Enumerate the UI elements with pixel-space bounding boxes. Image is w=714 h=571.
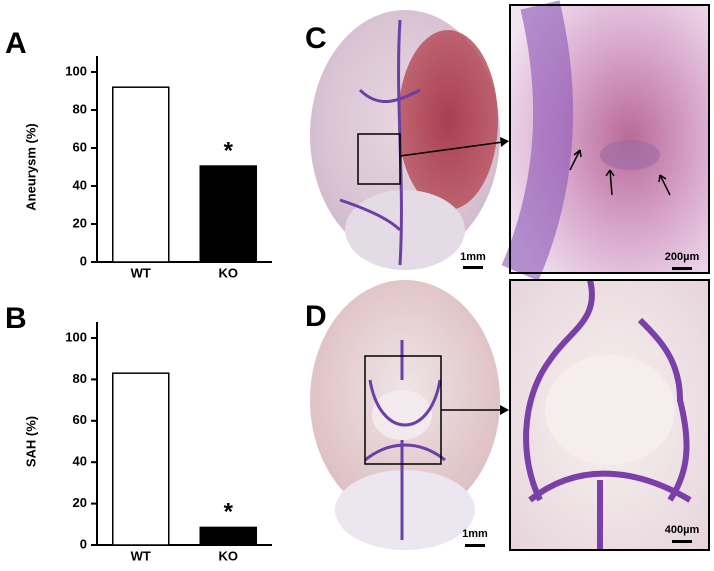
y-tick-label: 60	[73, 139, 87, 154]
scale-bar-label: 1mm	[462, 528, 488, 540]
bar	[199, 165, 257, 263]
x-tick-label: WT	[131, 548, 151, 563]
y-tick-label: 40	[73, 454, 87, 469]
y-tick-label: 60	[73, 412, 87, 427]
y-tick-label: 100	[65, 63, 87, 78]
panel-label: B	[5, 302, 27, 335]
y-tick-label: 80	[73, 371, 87, 386]
inset-d	[509, 279, 710, 551]
significance-mark: *	[224, 137, 234, 164]
inset-c	[501, 0, 710, 281]
x-tick-label: KO	[219, 548, 239, 563]
bar	[199, 526, 257, 546]
y-tick-label: 80	[73, 101, 87, 116]
x-tick-label: WT	[131, 265, 151, 280]
y-tick-label: 0	[80, 253, 87, 268]
x-tick-label: KO	[219, 265, 239, 280]
significance-mark: *	[224, 499, 234, 526]
panel-label: A	[5, 27, 27, 60]
bar	[112, 372, 170, 546]
y-tick-label: 20	[73, 215, 87, 230]
y-tick-label: 40	[73, 177, 87, 192]
y-axis-label: Aneurysm (%)	[23, 123, 38, 210]
y-axis-label: SAH (%)	[23, 416, 38, 467]
y-tick-label: 100	[65, 329, 87, 344]
photo-c	[310, 10, 509, 270]
scale-bar-label: 1mm	[460, 251, 486, 263]
y-tick-label: 20	[73, 495, 87, 510]
photo-d	[310, 280, 509, 550]
panel-label: C	[305, 22, 327, 55]
scale-bar-label: 400µm	[665, 524, 700, 536]
y-tick-label: 0	[80, 536, 87, 551]
panel-label: D	[305, 300, 327, 333]
scale-bar-label: 200µm	[665, 251, 700, 263]
bar	[112, 86, 170, 263]
